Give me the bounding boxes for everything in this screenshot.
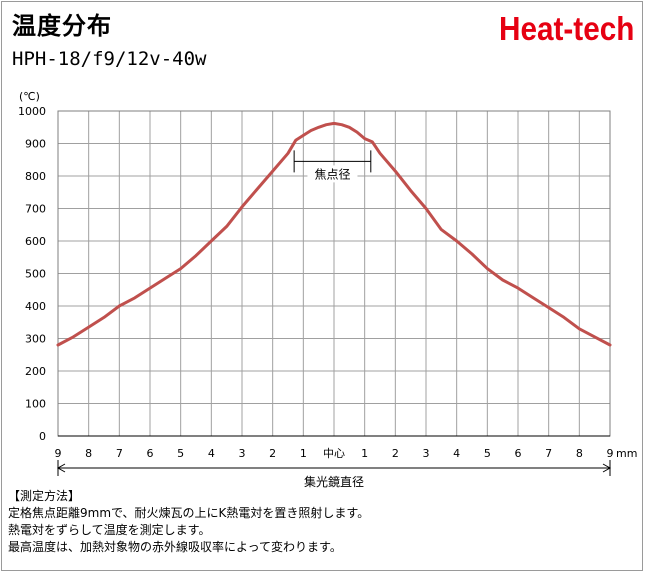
x-tick-label: 4 [208,447,215,460]
annotation-label-bg [307,165,358,183]
x-tick-label: 9 [607,447,614,460]
temperature-curve [56,121,612,347]
y-tick-label: 500 [25,268,46,281]
x-tick-label: 6 [147,447,154,460]
x-tick-label: 9 [55,447,62,460]
x-tick-labels: 9 8 7 6 5 4 3 2 1 中心 1 2 3 4 5 6 7 8 9 [55,447,614,460]
x-tick-label: 7 [116,447,123,460]
x-tick-label: 3 [239,447,246,460]
y-tick-label: 700 [25,203,46,216]
x-tick-label: 2 [392,447,399,460]
x-tick-label: 2 [269,447,276,460]
x-tick-label: 3 [423,447,430,460]
y-tick-label: 0 [39,430,46,443]
notes-line: 熱電対をずらして温度を測定します。 [8,523,211,537]
y-tick-labels: 0 100 200 300 400 500 600 700 800 900 1000 [18,105,46,443]
x-tick-label: 5 [177,447,184,460]
page-title: 温度分布 [12,12,112,40]
y-tick-label: 1000 [18,105,46,118]
annotation-label: 焦点径 [314,167,350,181]
diameter-arrow [56,460,612,476]
y-tick-label: 200 [25,365,46,378]
x-tick-label: 8 [85,447,92,460]
y-tick-label: 900 [25,138,46,151]
measurement-notes: 【測定方法】 定格焦点距離9mmで、耐火煉瓦の上にK熱電対を置き照射します。 熱… [8,488,369,556]
y-tick-label: 800 [25,170,46,183]
y-tick-label: 600 [25,235,46,248]
x-tick-label: 1 [361,447,368,460]
x-tick-label: 5 [484,447,491,460]
brand-logo: Heat-tech [498,10,634,47]
x-tick-label: 1 [300,447,307,460]
x-tick-label: 8 [576,447,583,460]
y-tick-label: 300 [25,333,46,346]
y-tick-label: 100 [25,398,46,411]
x-tick-label: 7 [545,447,552,460]
focal-diameter-annotation: 焦点径 [293,150,372,183]
notes-line: 最高温度は、加熱対象物の赤外線吸収率によって変わります。 [8,540,342,554]
notes-heading: 【測定方法】 [8,489,81,503]
x-tick-label: 6 [515,447,522,460]
x-unit-label: mm [616,447,637,460]
y-unit-label: (℃) [19,90,40,103]
model-subtitle: HPH-18/f9/12v-40w [12,48,207,70]
notes-line: 定格焦点距離9mmで、耐火煉瓦の上にK熱電対を置き照射します。 [8,506,370,520]
x-axis-label: 集光鏡直径 [304,474,364,489]
y-tick-label: 400 [25,300,46,313]
temperature-chart: (℃) 0 100 200 300 400 500 600 700 800 900 1000 9 8 7… [18,90,637,489]
chart-grid [57,110,611,437]
x-tick-label: 中心 [323,447,345,460]
x-tick-label: 4 [453,447,460,460]
